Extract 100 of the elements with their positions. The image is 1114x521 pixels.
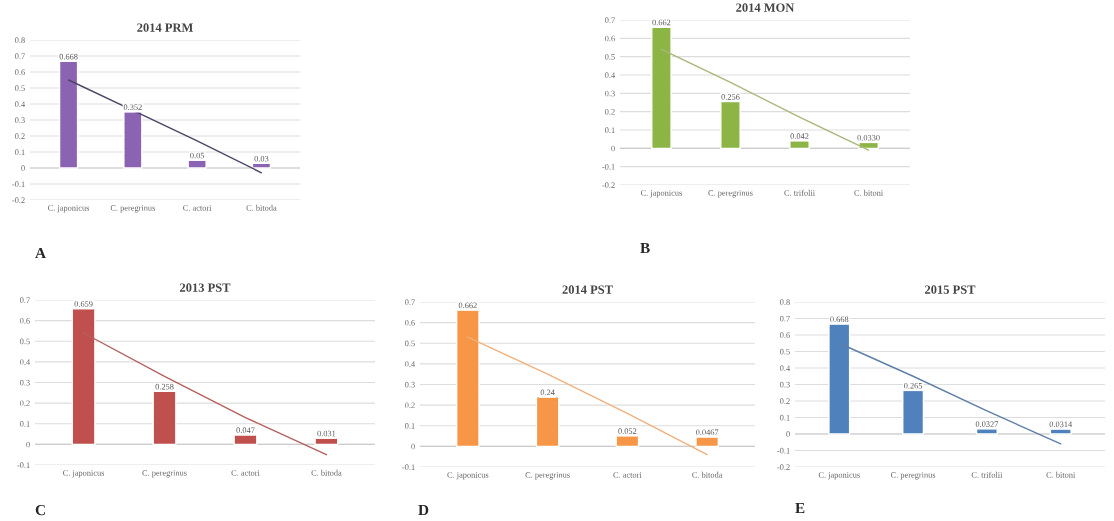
- data-label: 0.668: [830, 316, 849, 323]
- y-tick-label: 0.4: [20, 359, 31, 365]
- data-label: 0.265: [904, 382, 923, 389]
- y-tick-label: 0: [786, 431, 790, 437]
- y-tick-label: 0.3: [15, 117, 25, 124]
- x-tick-label: C. actori: [183, 205, 212, 211]
- chart-title: 2015 PST: [925, 285, 976, 294]
- y-tick-label: 0.4: [780, 365, 791, 372]
- chart-title: 2013 PST: [180, 283, 231, 292]
- y-tick-label: 0.1: [405, 423, 415, 429]
- x-tick-label: C. peregrinus: [890, 472, 936, 480]
- data-label: 0.662: [458, 302, 477, 309]
- y-tick-label: 0.4: [405, 361, 416, 367]
- x-tick-label: C. peregrinus: [525, 472, 570, 480]
- text: E: [795, 503, 805, 513]
- y-tick-label: 0: [21, 165, 25, 171]
- data-label: 0.0330: [857, 134, 880, 141]
- y-tick-label: 0.1: [780, 414, 790, 421]
- y-tick-label: 0.6: [20, 317, 30, 324]
- y-tick-label: 0.7: [605, 17, 615, 24]
- y-tick-label: 0: [611, 145, 615, 152]
- y-tick-label: 0: [411, 443, 415, 450]
- data-label: 0.042: [790, 133, 809, 139]
- y-tick-label: 0.3: [405, 381, 415, 388]
- y-tick-label: 0.2: [20, 400, 30, 407]
- text: B: [640, 243, 650, 254]
- y-tick-label: 0.3: [20, 379, 30, 386]
- x-tick-label: C. peregrinus: [142, 470, 187, 478]
- data-label: 0.258: [155, 383, 174, 390]
- y-tick-label: 0.2: [15, 133, 25, 140]
- data-label: 0.352: [123, 104, 142, 111]
- x-tick-label: C. bitoni: [1046, 471, 1076, 478]
- data-label: 0.0314: [1049, 421, 1073, 428]
- x-tick-label: C. bitoni: [854, 189, 883, 196]
- data-label: 0.24: [540, 389, 555, 396]
- chart-title: 2014 PST: [562, 285, 613, 294]
- x-tick-label: C. actori: [231, 470, 260, 476]
- y-tick-label: 0.1: [20, 421, 30, 427]
- y-tick-label: 0.5: [780, 348, 790, 355]
- text: A: [35, 247, 46, 258]
- data-label: 0.052: [618, 428, 637, 434]
- data-label: 0.659: [74, 301, 93, 307]
- x-tick-label: C. trifolii: [971, 471, 1003, 478]
- y-tick-label: 0.6: [605, 35, 615, 42]
- x-tick-label: C. actori: [613, 472, 642, 478]
- x-tick-label: C. bitoda: [692, 471, 723, 478]
- x-tick-label: C. japonicus: [63, 470, 105, 478]
- y-tick-label: -0.2: [602, 182, 615, 189]
- y-tick-label: 0.2: [780, 398, 790, 405]
- y-tick-label: -0.2: [12, 197, 25, 204]
- y-tick-label: 0.7: [20, 297, 30, 304]
- x-tick-label: C. japonicus: [640, 190, 682, 198]
- y-tick-label: 0.3: [605, 90, 615, 97]
- data-label: 0.03: [254, 155, 269, 162]
- y-tick-label: -0.1: [12, 181, 25, 188]
- x-tick-label: C. peregrinus: [110, 205, 155, 213]
- y-tick-label: 0.4: [15, 101, 26, 108]
- y-tick-label: 0.5: [15, 85, 25, 92]
- y-tick-label: 0.1: [15, 149, 25, 156]
- chart-title: 2014 PRM: [137, 23, 193, 32]
- data-label: 0.0467: [696, 429, 719, 436]
- data-label: 0.256: [721, 94, 740, 100]
- y-tick-label: 0.8: [780, 299, 790, 306]
- y-tick-label: 0.4: [605, 72, 616, 79]
- y-tick-label: 0.5: [20, 338, 30, 345]
- y-tick-label: -0.1: [402, 464, 415, 471]
- y-tick-label: 0.6: [15, 69, 25, 76]
- y-tick-label: 0.3: [780, 381, 790, 388]
- text: D: [418, 505, 429, 516]
- y-tick-label: 0.7: [15, 53, 25, 60]
- data-label: 0.047: [236, 427, 255, 434]
- y-tick-label: 0.2: [405, 402, 415, 409]
- y-tick-label: -0.1: [777, 447, 790, 454]
- data-label: 0.662: [652, 19, 671, 26]
- y-tick-label: -0.1: [602, 164, 615, 170]
- y-tick-label: 0.1: [605, 127, 615, 134]
- x-tick-label: C. japonicus: [48, 205, 90, 213]
- y-tick-label: -0.2: [777, 464, 790, 471]
- y-tick-label: 0.6: [405, 319, 415, 326]
- x-tick-label: C. trifolii: [784, 189, 815, 196]
- y-tick-label: 0.5: [605, 54, 615, 60]
- x-tick-label: C. japonicus: [818, 472, 860, 480]
- y-tick-label: -0.1: [17, 462, 30, 469]
- data-label: 0.05: [190, 152, 205, 159]
- text: C: [35, 504, 45, 516]
- y-tick-label: 0.7: [405, 299, 415, 306]
- y-tick-label: 0.5: [405, 340, 415, 347]
- y-tick-label: 0.6: [780, 332, 790, 339]
- y-tick-label: 0.2: [605, 109, 615, 115]
- data-label: 0.031: [317, 430, 336, 437]
- chart-title: 2014 MON: [736, 3, 795, 12]
- x-tick-label: C. peregrinus: [708, 190, 753, 198]
- x-tick-label: C. japonicus: [447, 472, 489, 480]
- x-tick-label: C. bitoda: [246, 204, 277, 211]
- y-tick-label: 0.7: [780, 315, 790, 322]
- data-label: 0.0327: [975, 421, 999, 427]
- y-tick-label: 0: [26, 441, 30, 448]
- y-tick-label: 0.8: [15, 37, 25, 44]
- data-label: 0.668: [59, 53, 78, 60]
- x-tick-label: C. bitoda: [311, 469, 342, 476]
